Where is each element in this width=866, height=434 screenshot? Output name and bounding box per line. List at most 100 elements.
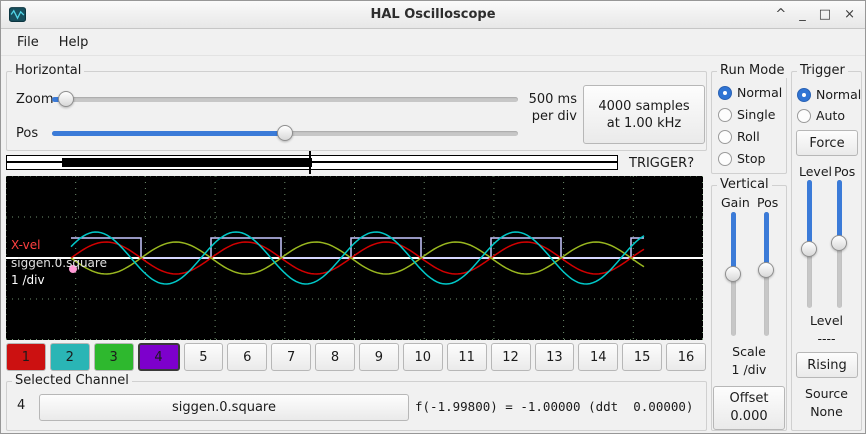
scope-scale-per-div-label: 1 /div [11,273,45,287]
time-per-div-line2: per div [531,109,577,124]
channel-button-5[interactable]: 5 [183,343,224,371]
menu-help[interactable]: Help [58,35,89,50]
channel-button-label: 3 [109,349,118,365]
trigger-option-auto[interactable]: Auto [797,108,845,123]
channel-button-15[interactable]: 15 [622,343,663,371]
channel-button-4[interactable]: 4 [137,343,180,371]
channel-button-16[interactable]: 16 [666,343,706,371]
channel-button-10[interactable]: 10 [402,343,443,371]
runmode-option-normal[interactable]: Normal [718,85,782,100]
channel-button-14[interactable]: 14 [578,343,619,371]
titlebar[interactable]: HAL Oscilloscope ^ _ □ × [1,1,865,29]
channel-button-label: 4 [154,349,163,365]
record-progress-bar [6,151,618,174]
trigger-option-normal[interactable]: Normal [797,87,861,102]
runmode-option-label: Single [737,107,776,122]
offset-button[interactable]: Offset 0.000 [713,386,785,430]
trigger-pos-slider-thumb[interactable] [831,234,847,251]
channel-button-label: 5 [199,349,208,365]
radio-icon[interactable] [797,87,811,102]
offset-button-value: 0.000 [730,409,768,424]
trigger-level-readout-label: Level [810,313,843,328]
pin-name-button[interactable]: siggen.0.square [39,394,409,421]
slider-fill [731,212,736,274]
vertical-pos-slider[interactable] [758,212,774,336]
gain-slider-thumb[interactable] [725,266,741,282]
channel-row: 1 2 3 4 5 6 7 8 9 10 11 12 13 14 15 16 [6,343,706,371]
runmode-option-stop[interactable]: Stop [718,151,765,166]
offset-button-label: Offset [729,391,769,406]
channel-button-7[interactable]: 7 [271,343,312,371]
channel-button-12[interactable]: 12 [490,343,531,371]
channel-button-label: 1 [21,349,31,365]
channel-button-label: 6 [243,349,252,365]
channel-button-3[interactable]: 3 [93,343,134,371]
selected-channel-section-label: Selected Channel [12,373,132,388]
channel-button-label: 16 [677,349,695,365]
vertical-pos-label: Pos [757,195,779,210]
vertical-pos-slider-thumb[interactable] [758,262,774,279]
channel-button-1[interactable]: 1 [6,343,46,371]
channel-button-13[interactable]: 13 [534,343,575,371]
trigger-pos-slider[interactable] [831,180,847,308]
horizontal-pos-slider[interactable] [52,124,518,142]
trigger-level-label: Level [799,164,832,179]
horizontal-section: Horizontal Zoom Pos 500 ms per div 4000 … [6,63,707,151]
maximize-button[interactable]: □ [818,7,832,22]
trigger-source-value: None [810,404,843,419]
vertical-section: Vertical Gain Pos Scale 1 /div Offset 0.… [711,177,787,431]
trigger-pos-label: Pos [834,164,856,179]
channel-button-2[interactable]: 2 [49,343,90,371]
samples-line1: 4000 samples [598,98,690,114]
channel-button-label: 7 [287,349,296,365]
channel-button-label: 15 [633,349,651,365]
time-per-div-label: 500 ms per div [509,91,577,125]
samples-line2: at 1.00 kHz [606,115,682,131]
gain-slider[interactable] [725,212,741,336]
gain-label: Gain [721,195,750,210]
runmode-option-label: Stop [737,151,766,166]
trigger-status-label: TRIGGER? [629,156,695,171]
record-fill [61,158,312,167]
channel-button-11[interactable]: 11 [446,343,487,371]
runmode-option-single[interactable]: Single [718,107,775,122]
scope-channel-label-x-vel: X-vel [11,238,41,252]
window-title: HAL Oscilloscope [370,7,496,22]
scale-label: Scale [732,344,766,359]
trigger-position-tick [308,151,311,174]
selected-channel-number: 4 [17,398,26,413]
trigger-level-slider-thumb[interactable] [801,241,817,258]
trigger-level-slider[interactable] [801,180,817,308]
channel-button-9[interactable]: 9 [359,343,399,371]
app-icon [9,7,26,22]
horizontal-pos-slider-thumb[interactable] [277,125,293,141]
slider-fill [52,131,285,136]
radio-icon[interactable] [797,108,811,123]
runmode-option-label: Roll [737,129,760,144]
vertical-section-label: Vertical [717,177,772,192]
radio-icon[interactable] [718,129,732,144]
scope-svg [6,176,703,340]
radio-icon[interactable] [718,107,732,122]
window-controls: ^ _ □ × [775,1,855,28]
channel-button-8[interactable]: 8 [315,343,355,371]
trigger-edge-button[interactable]: Rising [796,352,858,378]
zoom-slider[interactable] [52,90,518,108]
force-button[interactable]: Force [796,130,858,156]
samples-info-button[interactable]: 4000 samples at 1.00 kHz [583,85,705,144]
radio-icon[interactable] [718,151,732,166]
channel-button-label: 10 [414,349,432,365]
menu-file[interactable]: File [17,35,39,50]
shade-button[interactable]: ^ [775,7,787,22]
time-per-div-line1: 500 ms [528,92,577,107]
channel-button-6[interactable]: 6 [227,343,268,371]
runmode-option-roll[interactable]: Roll [718,129,760,144]
radio-icon[interactable] [718,85,732,100]
minimize-button[interactable]: _ [799,7,806,22]
zoom-slider-thumb[interactable] [57,91,74,107]
channel-button-label: 9 [374,349,384,365]
trigger-source-label: Source [805,386,848,401]
close-button[interactable]: × [844,7,855,22]
runmode-option-label: Normal [737,85,783,100]
